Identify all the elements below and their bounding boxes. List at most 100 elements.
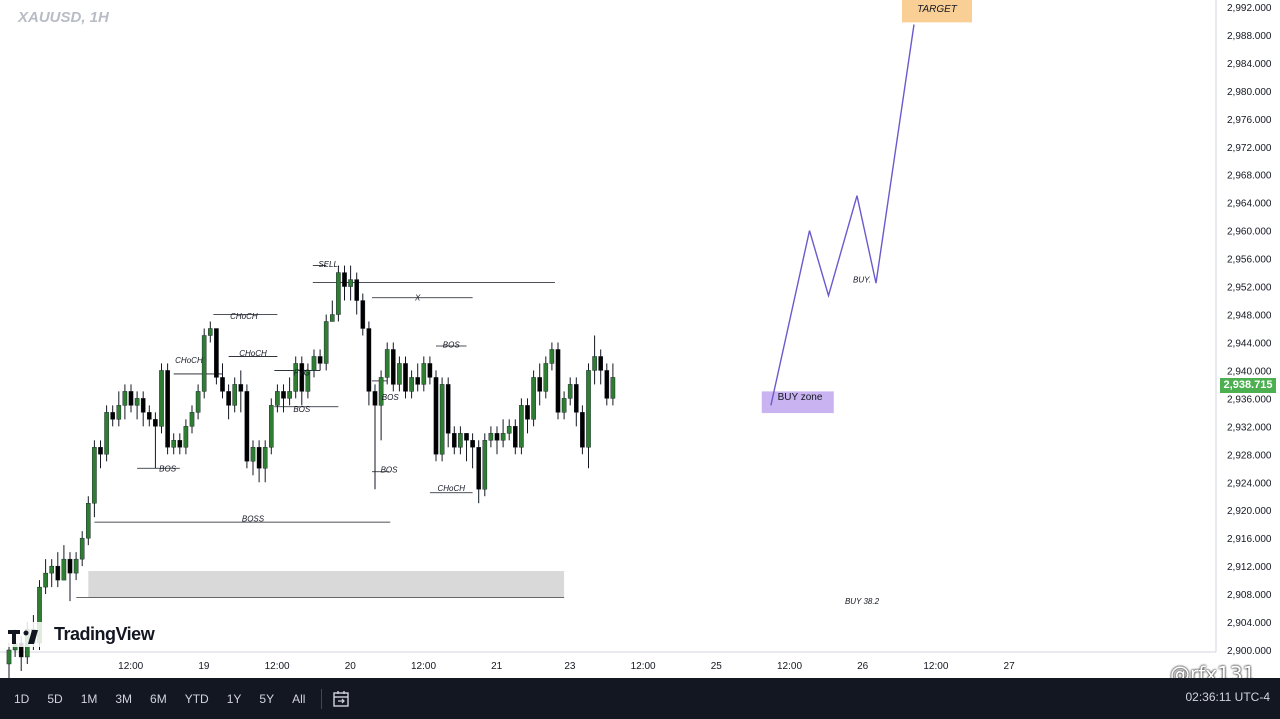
y-tick-label: 2,928.000 bbox=[1227, 450, 1272, 461]
candle-body bbox=[140, 398, 146, 413]
annotation-label: BUY 38.2 bbox=[845, 597, 880, 606]
candle-body bbox=[207, 328, 213, 336]
candle-body bbox=[360, 300, 366, 329]
tradingview-logo: TradingView bbox=[4, 622, 159, 647]
candle-body bbox=[464, 433, 469, 441]
timeframe-3m[interactable]: 3M bbox=[115, 691, 133, 706]
y-tick-label: 2,932.000 bbox=[1227, 422, 1272, 433]
candle-body bbox=[317, 356, 323, 364]
y-tick-label: 2,916.000 bbox=[1227, 534, 1272, 545]
y-tick-label: 2,900.000 bbox=[1227, 646, 1272, 657]
timeframe-1y[interactable]: 1Y bbox=[226, 691, 242, 706]
candle-body bbox=[494, 433, 500, 441]
y-tick-label: 2,984.000 bbox=[1227, 59, 1272, 70]
candle-body bbox=[409, 377, 414, 392]
candle-body bbox=[201, 335, 207, 392]
candle-body bbox=[500, 433, 506, 441]
candle-body bbox=[159, 370, 164, 427]
candle-body bbox=[189, 412, 195, 427]
timeframe-5d[interactable]: 5D bbox=[47, 691, 63, 706]
projection-path bbox=[770, 24, 915, 406]
candle-body bbox=[92, 447, 97, 504]
candle-body bbox=[116, 405, 122, 420]
timeframe-ytd[interactable]: YTD bbox=[184, 691, 209, 706]
y-tick-label: 2,908.000 bbox=[1227, 590, 1272, 601]
annotation-label: CHoCH bbox=[239, 349, 267, 358]
candle-body bbox=[336, 272, 341, 315]
candle-body bbox=[153, 419, 158, 427]
candle-body bbox=[506, 426, 512, 434]
candle-body bbox=[6, 649, 12, 665]
current-price-tag: 2,938.715 bbox=[1220, 378, 1276, 393]
candle-body bbox=[427, 363, 433, 378]
annotation-label: BOS bbox=[443, 341, 461, 350]
candle-body bbox=[293, 363, 299, 392]
y-tick-label: 2,924.000 bbox=[1227, 478, 1272, 489]
candle-body bbox=[244, 391, 250, 462]
y-tick-label: 2,988.000 bbox=[1227, 31, 1272, 42]
y-tick-label: 2,936.000 bbox=[1227, 394, 1272, 405]
candle-body bbox=[391, 349, 396, 385]
candle-body bbox=[122, 391, 128, 406]
candle-body bbox=[165, 370, 170, 448]
annotation-label: BOS bbox=[381, 466, 399, 475]
candle-body bbox=[73, 558, 79, 574]
candle-body bbox=[85, 503, 91, 539]
y-tick-label: 2,960.000 bbox=[1227, 227, 1272, 238]
candle-body bbox=[543, 363, 549, 392]
candle-body bbox=[342, 272, 347, 287]
y-axis-panel bbox=[1216, 0, 1280, 678]
candle-body bbox=[604, 370, 610, 399]
candle-body bbox=[561, 398, 567, 413]
y-tick-label: 2,912.000 bbox=[1227, 562, 1272, 573]
candle-body bbox=[275, 391, 280, 406]
y-tick-label: 2,956.000 bbox=[1227, 255, 1272, 266]
x-tick-label: 12:00 bbox=[923, 661, 948, 672]
timeframe-all[interactable]: All bbox=[292, 691, 306, 706]
candle-body bbox=[586, 370, 591, 448]
clock-readout[interactable]: 02:36:11 UTC-4 bbox=[1185, 690, 1271, 704]
timeframe-5y[interactable]: 5Y bbox=[259, 691, 275, 706]
candle-body bbox=[104, 412, 109, 455]
y-tick-label: 2,972.000 bbox=[1227, 143, 1272, 154]
timeframe-1d[interactable]: 1D bbox=[14, 691, 30, 706]
candle-body bbox=[433, 377, 439, 455]
candle-body bbox=[311, 356, 317, 371]
timeframe-6m[interactable]: 6M bbox=[150, 691, 167, 706]
timeframe-1m[interactable]: 1M bbox=[80, 691, 98, 706]
candle-body bbox=[439, 384, 445, 455]
candle-body bbox=[281, 391, 286, 399]
annotation-label: FVG bbox=[294, 369, 310, 378]
x-tick-label: 12:00 bbox=[411, 661, 436, 672]
calendar-range-icon[interactable] bbox=[332, 690, 350, 708]
candle-body bbox=[226, 391, 231, 406]
candle-body bbox=[513, 426, 518, 448]
candle-body bbox=[397, 363, 402, 385]
candle-body bbox=[549, 349, 555, 364]
symbol-label: XAUUSD, 1H bbox=[18, 9, 109, 26]
y-tick-label: 2,964.000 bbox=[1227, 199, 1272, 210]
candle-body bbox=[323, 321, 329, 364]
x-tick-label: 26 bbox=[857, 661, 869, 672]
candle-body bbox=[183, 426, 189, 448]
candle-body bbox=[250, 447, 256, 462]
candle-body bbox=[61, 558, 67, 581]
annotation-label: BUY zone bbox=[778, 392, 823, 403]
demand-zone bbox=[88, 571, 565, 598]
candle-body bbox=[372, 391, 378, 406]
candle-body bbox=[330, 314, 335, 322]
x-tick-label: 12:00 bbox=[265, 661, 290, 672]
x-tick-label: 19 bbox=[198, 661, 210, 672]
y-tick-label: 2,904.000 bbox=[1227, 618, 1272, 629]
x-tick-label: 12:00 bbox=[118, 661, 143, 672]
candle-body bbox=[177, 440, 183, 448]
x-tick-label: 20 bbox=[345, 661, 357, 672]
annotation-label: SELL. bbox=[318, 260, 340, 269]
y-tick-label: 2,944.000 bbox=[1227, 338, 1272, 349]
annotation-label: BUY. bbox=[853, 276, 871, 285]
x-tick-label: 21 bbox=[491, 661, 503, 672]
plot-area bbox=[0, 0, 1216, 652]
candle-body bbox=[537, 377, 542, 392]
candle-body bbox=[567, 384, 573, 399]
price-chart[interactable]: 2,900.000 2,904.000 2,908.000 2,912.000 2,91… bbox=[0, 0, 1280, 678]
